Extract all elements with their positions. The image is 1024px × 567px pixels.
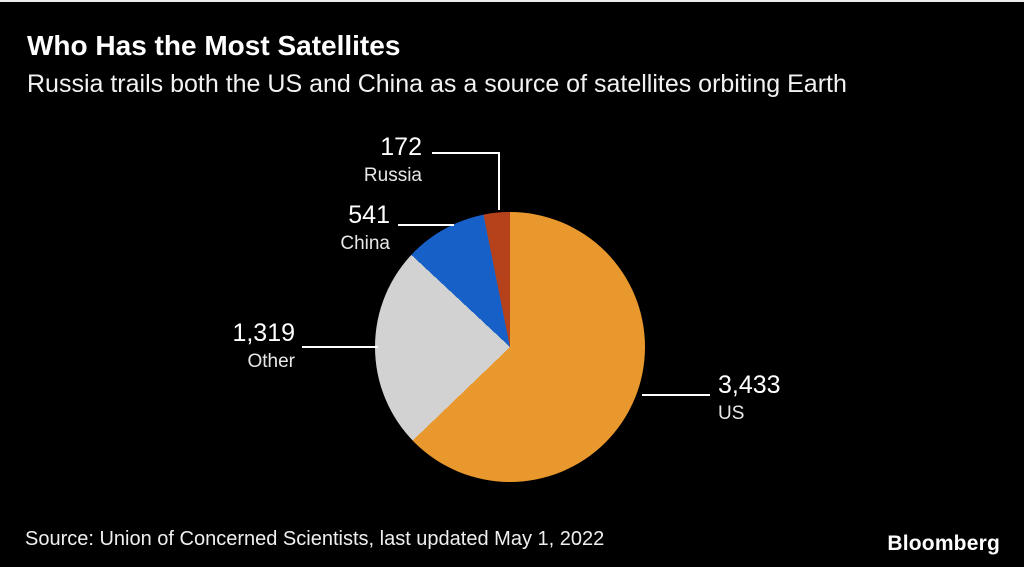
russia-leader-line-horizontal: [432, 152, 500, 154]
callout-russia-label: Russia: [363, 164, 422, 186]
callout-china: 541 China: [258, 201, 390, 254]
callout-us: 3,433 US: [718, 371, 838, 424]
callout-russia-value: 172: [380, 133, 422, 161]
callout-china-label: China: [340, 232, 390, 254]
callout-us-value: 3,433: [718, 371, 781, 399]
pie-chart: [375, 212, 645, 482]
chart-subtitle: Russia trails both the US and China as a…: [27, 70, 847, 99]
callout-other-value: 1,319: [232, 319, 295, 347]
source-note: Source: Union of Concerned Scientists, l…: [25, 528, 605, 550]
callout-russia: 172 Russia: [290, 133, 422, 186]
chart-header: Who Has the Most Satellites Russia trail…: [27, 30, 847, 99]
us-leader-line: [642, 394, 710, 396]
other-leader-line: [302, 346, 378, 348]
callout-china-value: 541: [348, 201, 390, 229]
callout-us-label: US: [718, 402, 745, 424]
callout-other: 1,319 Other: [178, 319, 295, 372]
chart-title: Who Has the Most Satellites: [27, 30, 401, 61]
russia-leader-line-vertical: [498, 152, 500, 210]
china-leader-line: [398, 224, 454, 226]
callout-other-label: Other: [247, 350, 295, 372]
bloomberg-logo: Bloomberg: [887, 532, 1000, 555]
